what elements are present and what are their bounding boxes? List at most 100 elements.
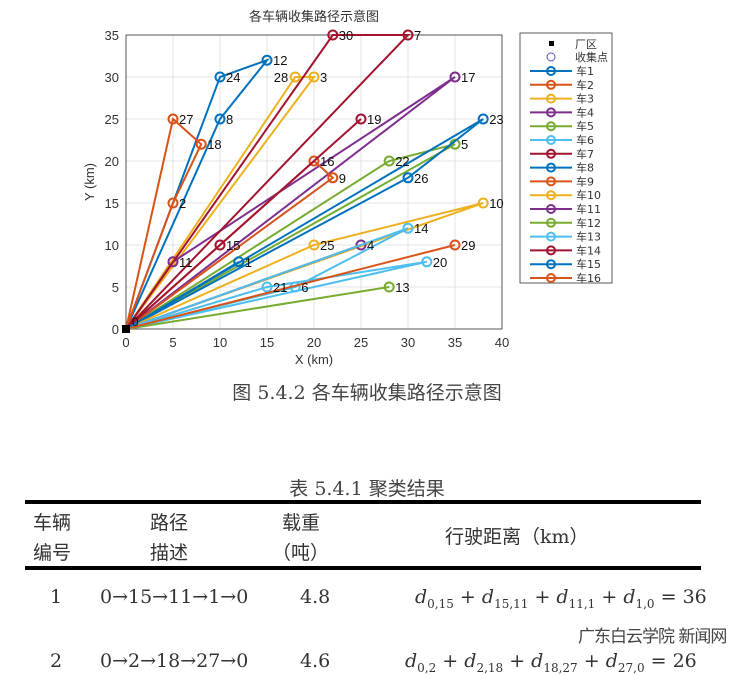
route-line xyxy=(125,118,362,330)
x-axis-label: X (km) xyxy=(295,352,333,367)
x-tick-label: 40 xyxy=(495,335,509,350)
header-vehicle-1: 车辆 xyxy=(33,512,72,534)
collection-point-marker xyxy=(289,71,301,83)
legend-label: 车5 xyxy=(576,119,594,133)
legend-marker xyxy=(546,66,556,76)
legend-marker xyxy=(546,121,556,132)
legend-label: 车14 xyxy=(576,243,601,257)
distance-formula: d0,2 + d2,18 + d18,27 + d27,0 = 26 xyxy=(405,650,697,675)
point-label: 14 xyxy=(414,221,428,236)
legend-label: 车7 xyxy=(576,147,594,161)
collection-point-marker xyxy=(167,197,179,209)
vehicle-id: 2 xyxy=(50,650,63,672)
plot-frame xyxy=(125,34,503,330)
point-label: 2 xyxy=(179,196,186,211)
y-tick-label: 25 xyxy=(105,112,119,127)
header-load-2: （吨） xyxy=(272,542,330,564)
route-chart: 0 5 10 15 20 25 30 35 4005101520253035各车辆收集路径示意图… xyxy=(82,9,613,367)
collection-point-marker xyxy=(261,54,273,66)
legend-depot-icon xyxy=(549,41,554,46)
point-label: 24 xyxy=(226,70,240,85)
x-tick-label: 15 xyxy=(260,335,274,350)
collection-point-marker xyxy=(308,155,320,167)
distance-formula: d0,15 + d15,11 + d11,1 + d1,0 = 36 xyxy=(415,586,707,611)
collection-point-marker xyxy=(477,197,489,209)
route-line xyxy=(125,76,316,330)
point-label: 13 xyxy=(395,280,409,295)
legend-depot-label: 厂区 xyxy=(575,38,597,51)
point-label: 5 xyxy=(461,137,468,152)
point-label: 12 xyxy=(273,53,287,68)
legend-label: 车11 xyxy=(576,202,601,216)
legend-marker xyxy=(546,135,556,145)
route-description: 0→15→11→1→0 xyxy=(100,586,249,608)
collection-point-marker xyxy=(167,256,179,268)
collection-point-marker xyxy=(233,256,245,268)
x-tick-label: 0 xyxy=(122,335,129,350)
x-tick-label: 35 xyxy=(448,335,462,350)
collection-point-marker xyxy=(167,113,179,125)
collection-point-marker xyxy=(214,113,226,125)
collection-point-marker xyxy=(214,239,226,251)
collection-point-marker xyxy=(383,155,395,167)
header-vehicle-2: 编号 xyxy=(33,542,72,564)
point-label: 19 xyxy=(367,112,381,127)
collection-point-marker xyxy=(195,138,207,150)
legend-marker xyxy=(546,79,556,90)
collection-point-marker xyxy=(449,71,461,83)
table-top-rule xyxy=(25,500,701,504)
y-axis-label: Y (km) xyxy=(82,163,97,201)
route-line xyxy=(125,143,456,330)
legend-label: 车12 xyxy=(576,216,601,230)
point-label: 3 xyxy=(320,70,327,85)
legend-marker xyxy=(546,217,556,228)
collection-point-marker xyxy=(355,113,367,125)
legend-label: 车4 xyxy=(576,105,594,119)
route-line xyxy=(125,34,411,330)
x-tick-label: 5 xyxy=(169,335,176,350)
point-label: 20 xyxy=(433,255,447,270)
depot-marker xyxy=(122,325,130,333)
route-line xyxy=(125,58,270,330)
legend-marker xyxy=(546,93,556,104)
collection-point-marker xyxy=(308,239,320,251)
point-label: 9 xyxy=(339,171,346,186)
point-label: 28 xyxy=(274,70,288,85)
y-tick-label: 5 xyxy=(112,280,119,295)
collection-point-marker xyxy=(327,172,339,184)
legend-label: 车8 xyxy=(576,161,594,175)
collection-point-marker xyxy=(477,113,489,125)
y-tick-label: 35 xyxy=(105,28,119,43)
point-label: 4 xyxy=(367,238,374,253)
route-line xyxy=(125,260,428,330)
collection-point-marker xyxy=(449,239,461,251)
point-label: 18 xyxy=(207,137,221,152)
route-line xyxy=(125,117,203,330)
legend-marker xyxy=(546,148,556,159)
legend-label: 车2 xyxy=(576,78,594,92)
legend-marker xyxy=(546,273,556,283)
legend-marker xyxy=(546,107,556,118)
watermark: 广东白云学院 新闻网 xyxy=(578,627,727,647)
point-label: 26 xyxy=(414,171,428,186)
legend-marker xyxy=(546,259,556,270)
collection-point-marker xyxy=(308,71,320,83)
legend-marker xyxy=(546,162,556,173)
point-label: 21 xyxy=(273,280,287,295)
point-label: 15 xyxy=(226,238,240,253)
legend-marker xyxy=(546,231,556,242)
collection-point-marker xyxy=(402,172,414,184)
point-label: 17 xyxy=(461,70,475,85)
legend-points-icon xyxy=(546,52,556,62)
load-value: 4.8 xyxy=(300,586,331,608)
point-label: 30 xyxy=(339,28,353,43)
legend-label: 车10 xyxy=(576,188,601,202)
point-label: 10 xyxy=(489,196,503,211)
point-label: 25 xyxy=(320,238,334,253)
legend-label: 车1 xyxy=(576,64,594,78)
load-value: 4.6 xyxy=(300,650,331,672)
point-label: 29 xyxy=(461,238,475,253)
collection-point-marker xyxy=(327,29,339,41)
collection-point-marker xyxy=(402,222,414,234)
legend-marker xyxy=(546,204,556,214)
